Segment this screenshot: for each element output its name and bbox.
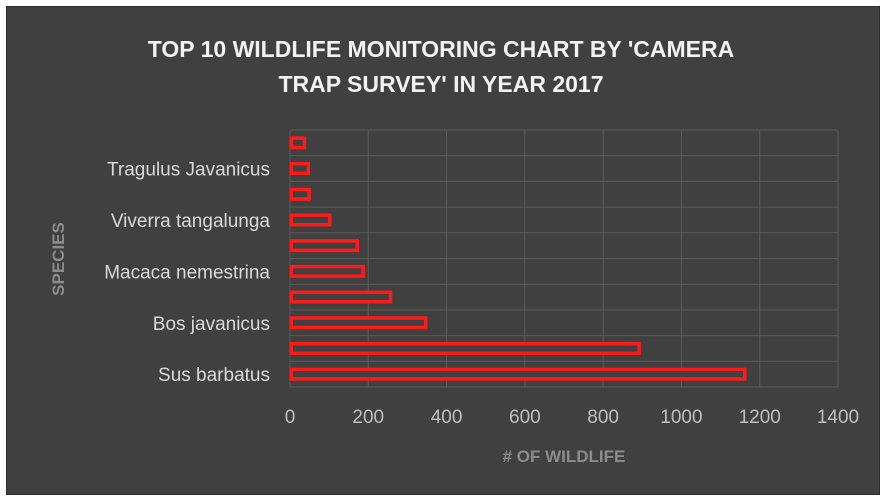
category-labels: Sus barbatus Bos javanicus Macaca nemestri… bbox=[104, 160, 270, 387]
x-tick-label-7: 1400 bbox=[817, 407, 859, 428]
bar-inner-5 bbox=[293, 242, 356, 249]
bar-inner-9 bbox=[293, 139, 303, 146]
category-label-8: Tragulus Javanicus bbox=[107, 160, 270, 181]
bar-inner-3 bbox=[293, 294, 389, 301]
x-tick-label-0: 0 bbox=[285, 407, 296, 428]
chart-title-line-1: TOP 10 WILDLIFE MONITORING CHART BY 'CAM… bbox=[148, 36, 734, 62]
category-label-0: Sus barbatus bbox=[158, 365, 270, 386]
y-axis-label: SPECIES bbox=[49, 222, 68, 296]
bars bbox=[289, 136, 747, 381]
bar-inner-2 bbox=[293, 319, 424, 326]
x-tick-label-2: 400 bbox=[431, 407, 463, 428]
x-axis-label: # OF WILDLIFE bbox=[503, 447, 626, 466]
x-tick-label-1: 200 bbox=[352, 407, 384, 428]
bar-inner-8 bbox=[293, 165, 307, 172]
bar-inner-7 bbox=[293, 191, 308, 198]
bar-inner-0 bbox=[293, 371, 744, 378]
x-tick-label-3: 600 bbox=[509, 407, 541, 428]
x-tick-label-6: 1200 bbox=[739, 407, 781, 428]
x-tick-label-5: 1000 bbox=[660, 407, 702, 428]
x-tick-labels: 0 200 400 600 800 1000 1200 1400 bbox=[285, 407, 859, 428]
category-label-2: Bos javanicus bbox=[153, 314, 270, 335]
chart-title-line-2: TRAP SURVEY' IN YEAR 2017 bbox=[278, 71, 603, 97]
category-label-6: Viverra tangalunga bbox=[111, 211, 271, 232]
bar-inner-4 bbox=[293, 268, 362, 275]
bar-inner-1 bbox=[293, 345, 638, 352]
category-label-4: Macaca nemestrina bbox=[104, 262, 270, 283]
x-tick-label-4: 800 bbox=[587, 407, 619, 428]
bar-inner-6 bbox=[293, 216, 329, 223]
chart-panel bbox=[6, 6, 880, 495]
